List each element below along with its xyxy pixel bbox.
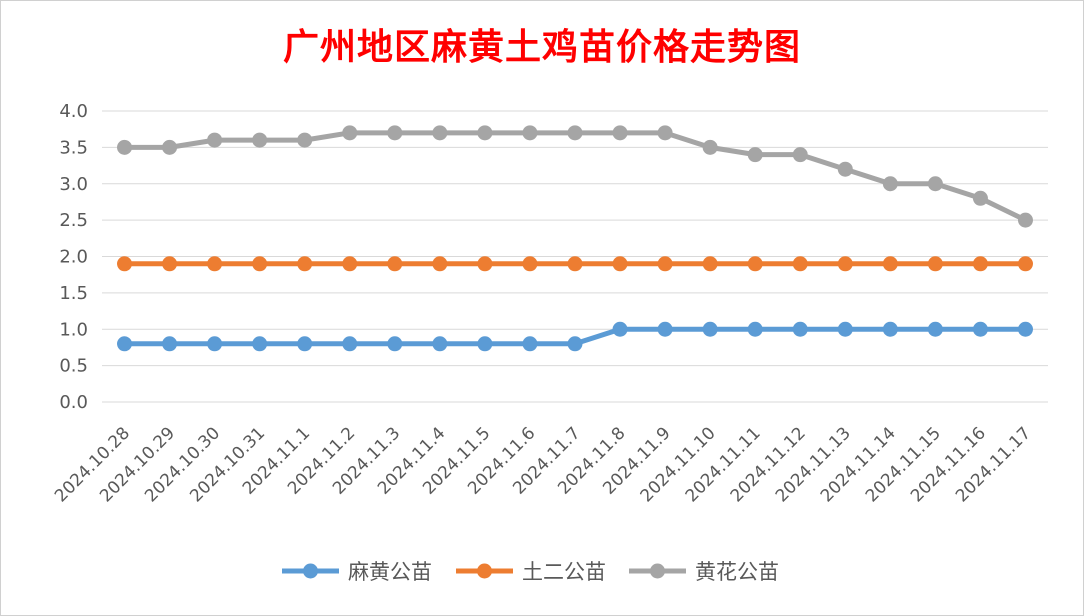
data-point <box>297 132 313 148</box>
data-point <box>252 132 268 148</box>
data-point <box>972 256 988 272</box>
data-point <box>927 176 943 192</box>
data-point <box>252 336 268 352</box>
data-point <box>972 321 988 337</box>
data-point <box>657 125 673 141</box>
data-point <box>477 125 493 141</box>
legend-swatch-marker <box>650 563 665 579</box>
data-point <box>882 256 898 272</box>
data-point <box>612 256 628 272</box>
data-point <box>837 256 853 272</box>
data-point <box>162 139 178 155</box>
data-point <box>792 321 808 337</box>
data-point <box>927 256 943 272</box>
data-point <box>657 321 673 337</box>
legend-swatch-marker <box>477 563 492 579</box>
data-point <box>162 336 178 352</box>
y-tick-label: 2.5 <box>59 210 88 231</box>
data-point <box>117 336 133 352</box>
data-point <box>792 256 808 272</box>
data-point <box>702 256 718 272</box>
data-point <box>432 256 448 272</box>
y-tick-label: 2.0 <box>59 247 88 268</box>
data-point <box>477 256 493 272</box>
data-point <box>522 256 538 272</box>
data-point <box>342 125 358 141</box>
y-tick-label: 1.5 <box>59 283 88 304</box>
chart-title: 广州地区麻黄土鸡苗价格走势图 <box>282 26 801 68</box>
data-point <box>747 147 763 163</box>
data-point <box>702 139 718 155</box>
data-point <box>882 321 898 337</box>
y-tick-label: 1.0 <box>59 319 88 340</box>
data-point <box>252 256 268 272</box>
data-point <box>927 321 943 337</box>
x-axis-ticks: 2024.10.282024.10.292024.10.302024.10.31… <box>51 423 1035 506</box>
series <box>117 256 1033 272</box>
data-point <box>387 336 403 352</box>
legend-label: 黄花公苗 <box>695 560 779 584</box>
data-point <box>387 125 403 141</box>
y-tick-label: 4.0 <box>59 101 88 122</box>
series-lines <box>117 125 1033 352</box>
data-point <box>432 336 448 352</box>
data-point <box>522 125 538 141</box>
legend-item: 麻黄公苗 <box>282 560 432 584</box>
legend-label: 土二公苗 <box>522 560 606 584</box>
legend-item: 土二公苗 <box>456 560 606 584</box>
data-point <box>657 256 673 272</box>
y-tick-label: 0.0 <box>59 392 88 413</box>
data-point <box>1017 256 1033 272</box>
data-point <box>477 336 493 352</box>
legend-label: 麻黄公苗 <box>348 560 432 584</box>
data-point <box>612 321 628 337</box>
y-tick-label: 3.0 <box>59 174 88 195</box>
data-point <box>162 256 178 272</box>
data-point <box>882 176 898 192</box>
data-point <box>837 321 853 337</box>
data-point <box>612 125 628 141</box>
data-point <box>1017 321 1033 337</box>
data-point <box>342 336 358 352</box>
data-point <box>702 321 718 337</box>
data-point <box>1017 212 1033 228</box>
data-point <box>747 321 763 337</box>
data-point <box>207 132 223 148</box>
data-point <box>297 336 313 352</box>
data-point <box>342 256 358 272</box>
series <box>117 125 1033 228</box>
data-point <box>567 125 583 141</box>
data-point <box>117 139 133 155</box>
data-point <box>117 256 133 272</box>
data-point <box>207 256 223 272</box>
data-point <box>747 256 763 272</box>
data-point <box>837 161 853 177</box>
y-tick-label: 0.5 <box>59 356 88 377</box>
legend-swatch-marker <box>303 563 318 579</box>
data-point <box>792 147 808 163</box>
data-point <box>387 256 403 272</box>
legend: 麻黄公苗 土二公苗 黄花公苗 <box>282 560 779 584</box>
y-axis-ticks: 0.0 0.5 1.0 1.5 2.0 2.5 3.0 3.5 4.0 <box>59 101 88 413</box>
series <box>117 321 1033 352</box>
data-point <box>567 336 583 352</box>
data-point <box>207 336 223 352</box>
data-point <box>432 125 448 141</box>
y-tick-label: 3.5 <box>59 137 88 158</box>
data-point <box>567 256 583 272</box>
data-point <box>297 256 313 272</box>
data-point <box>522 336 538 352</box>
legend-item: 黄花公苗 <box>629 560 779 584</box>
data-point <box>972 190 988 206</box>
